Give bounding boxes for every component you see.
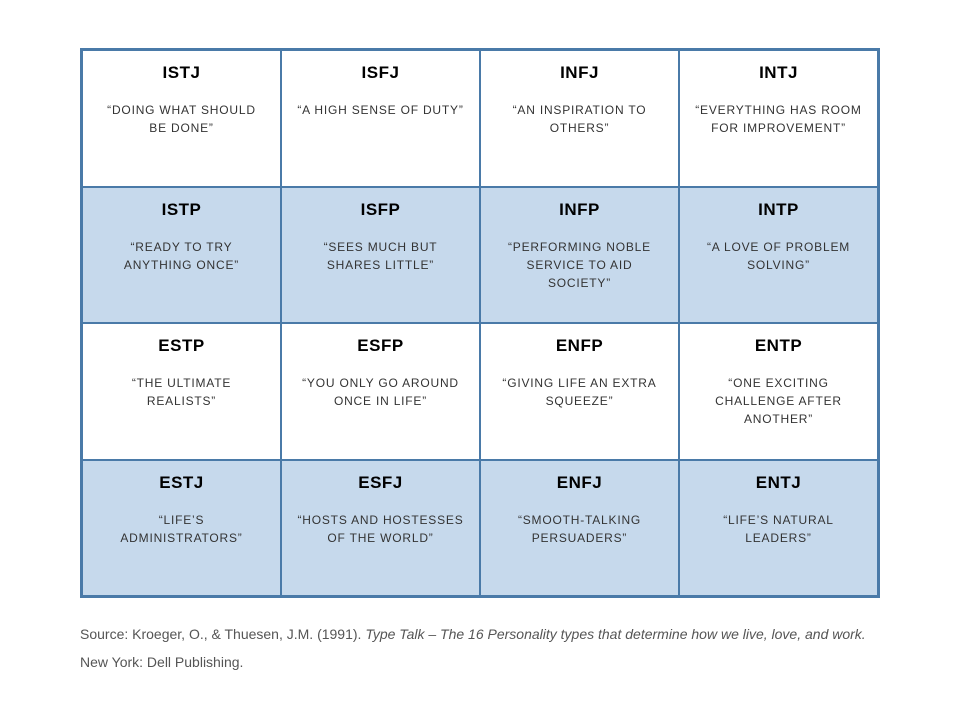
type-code: ENFJ: [557, 473, 602, 493]
type-cell-esfp: ESFP “YOU ONLY GO AROUND ONCE IN LIFE”: [281, 323, 480, 460]
type-tagline: “SEES MUCH BUT SHARES LITTLE”: [296, 238, 466, 274]
type-cell-isfp: ISFP “SEES MUCH BUT SHARES LITTLE”: [281, 187, 480, 324]
type-code: INTJ: [759, 63, 798, 83]
type-cell-istp: ISTP “READY TO TRY ANYTHING ONCE”: [82, 187, 281, 324]
type-tagline: “HOSTS AND HOSTESSES OF THE WORLD”: [296, 511, 466, 547]
type-cell-estj: ESTJ “LIFE’S ADMINISTRATORS”: [82, 460, 281, 597]
type-code: INFJ: [560, 63, 599, 83]
type-tagline: “A LOVE OF PROBLEM SOLVING”: [694, 238, 864, 274]
type-tagline: “THE ULTIMATE REALISTS”: [97, 374, 267, 410]
type-cell-esfj: ESFJ “HOSTS AND HOSTESSES OF THE WORLD”: [281, 460, 480, 597]
type-tagline: “DOING WHAT SHOULD BE DONE”: [97, 101, 267, 137]
personality-type-grid: ISTJ “DOING WHAT SHOULD BE DONE” ISFJ “A…: [80, 48, 880, 598]
type-cell-infp: INFP “PERFORMING NOBLE SERVICE TO AID SO…: [480, 187, 679, 324]
type-tagline: “SMOOTH-TALKING PERSUADERS”: [495, 511, 665, 547]
type-tagline: “A HIGH SENSE OF DUTY”: [297, 101, 463, 119]
type-code: ESTP: [158, 336, 204, 356]
type-cell-estp: ESTP “THE ULTIMATE REALISTS”: [82, 323, 281, 460]
type-code: ENTP: [755, 336, 802, 356]
type-cell-enfp: ENFP “GIVING LIFE AN EXTRA SQUEEZE”: [480, 323, 679, 460]
type-code: ESFJ: [358, 473, 403, 493]
type-tagline: “GIVING LIFE AN EXTRA SQUEEZE”: [495, 374, 665, 410]
type-cell-isfj: ISFJ “A HIGH SENSE OF DUTY”: [281, 50, 480, 187]
type-tagline: “PERFORMING NOBLE SERVICE TO AID SOCIETY…: [495, 238, 665, 292]
type-cell-istj: ISTJ “DOING WHAT SHOULD BE DONE”: [82, 50, 281, 187]
type-code: ISTP: [162, 200, 202, 220]
type-cell-entj: ENTJ “LIFE’S NATURAL LEADERS”: [679, 460, 878, 597]
type-cell-intp: INTP “A LOVE OF PROBLEM SOLVING”: [679, 187, 878, 324]
type-code: ESTJ: [159, 473, 204, 493]
source-prefix: Source: Kroeger, O., & Thuesen, J.M. (19…: [80, 626, 365, 642]
source-suffix: New York: Dell Publishing.: [80, 654, 243, 670]
type-code: INFP: [559, 200, 600, 220]
type-tagline: “YOU ONLY GO AROUND ONCE IN LIFE”: [296, 374, 466, 410]
type-cell-infj: INFJ “AN INSPIRATION TO OTHERS”: [480, 50, 679, 187]
type-cell-entp: ENTP “ONE EXCITING CHALLENGE AFTER ANOTH…: [679, 323, 878, 460]
source-title: Type Talk – The 16 Personality types tha…: [365, 626, 865, 642]
type-code: ESFP: [357, 336, 403, 356]
source-citation: Source: Kroeger, O., & Thuesen, J.M. (19…: [80, 620, 880, 676]
type-tagline: “AN INSPIRATION TO OTHERS”: [495, 101, 665, 137]
type-code: INTP: [758, 200, 799, 220]
type-cell-enfj: ENFJ “SMOOTH-TALKING PERSUADERS”: [480, 460, 679, 597]
type-code: ENFP: [556, 336, 603, 356]
type-code: ISFP: [361, 200, 401, 220]
type-tagline: “LIFE’S ADMINISTRATORS”: [97, 511, 267, 547]
type-tagline: “READY TO TRY ANYTHING ONCE”: [97, 238, 267, 274]
type-code: ENTJ: [756, 473, 801, 493]
type-tagline: “EVERYTHING HAS ROOM FOR IMPROVEMENT”: [694, 101, 864, 137]
type-cell-intj: INTJ “EVERYTHING HAS ROOM FOR IMPROVEMEN…: [679, 50, 878, 187]
type-tagline: “ONE EXCITING CHALLENGE AFTER ANOTHER”: [694, 374, 864, 428]
type-code: ISFJ: [362, 63, 400, 83]
type-tagline: “LIFE’S NATURAL LEADERS”: [694, 511, 864, 547]
type-code: ISTJ: [163, 63, 201, 83]
